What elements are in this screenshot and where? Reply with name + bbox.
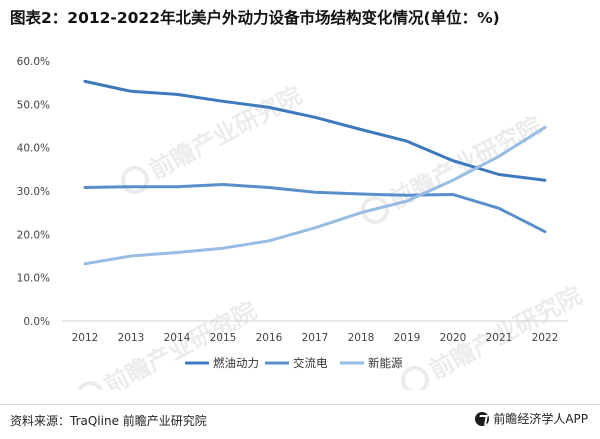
y-axis-ticks: 0.0% 10.0% 20.0% 30.0% 40.0% 50.0% 60.0% — [17, 56, 50, 328]
brand-logo-icon — [475, 411, 490, 426]
legend-item: 交流电 — [265, 356, 328, 370]
y-tick-label: 0.0% — [23, 316, 50, 328]
x-tick-label: 2018 — [348, 332, 375, 344]
brand-label: 前瞻经济学人APP — [475, 410, 588, 427]
x-tick-label: 2014 — [164, 332, 191, 344]
x-tick-label: 2016 — [256, 332, 283, 344]
x-tick-label: 2020 — [440, 332, 467, 344]
chart-title: 图表2：2012-2022年北美户外动力设备市场结构变化情况(单位：%) — [10, 9, 500, 27]
y-tick-label: 40.0% — [17, 143, 50, 155]
legend-item: 燃油动力 — [185, 356, 259, 370]
line-chart: 前瞻产业研究院 前瞻产业研究院 前瞻产业研究院 前瞻产业研究院 0.0%10.0… — [17, 56, 586, 390]
source-note: 资料来源：TraQline 前瞻产业研究院 — [10, 414, 207, 428]
legend: 燃油动力 交流电 新能源 — [185, 356, 403, 370]
series-line-燃油动力 — [83, 79, 547, 182]
y-tick-label: 20.0% — [17, 229, 50, 241]
x-tick-label: 2012 — [72, 332, 99, 344]
series-line-新能源 — [83, 125, 547, 266]
y-tick-label: 60.0% — [17, 56, 50, 68]
y-tick-label: 30.0% — [17, 186, 50, 198]
watermark-text: 前瞻产业研究院 — [145, 81, 306, 185]
legend-label: 燃油动力 — [213, 356, 259, 370]
x-tick-label: 2019 — [394, 332, 421, 344]
x-axis-ticks: 2012 2013 2014 2015 2016 2017 2018 2019 2020 2021… — [72, 332, 559, 344]
series-lines — [83, 79, 547, 266]
x-tick-label: 2017 — [302, 332, 329, 344]
x-tick-label: 2021 — [486, 332, 513, 344]
x-tick-label: 2015 — [210, 332, 237, 344]
brand-text: 前瞻经济学人APP — [493, 412, 588, 426]
x-tick-label: 2013 — [118, 332, 145, 344]
legend-label: 新能源 — [368, 356, 403, 370]
legend-label: 交流电 — [293, 356, 328, 370]
x-tick-label: 2022 — [532, 332, 559, 344]
footer: 资料来源：TraQline 前瞻产业研究院 前瞻经济学人APP — [0, 404, 600, 428]
y-tick-label: 50.0% — [17, 99, 50, 111]
y-tick-label: 10.0% — [17, 273, 50, 285]
series-line-交流电 — [83, 183, 547, 234]
legend-item: 新能源 — [340, 356, 403, 370]
